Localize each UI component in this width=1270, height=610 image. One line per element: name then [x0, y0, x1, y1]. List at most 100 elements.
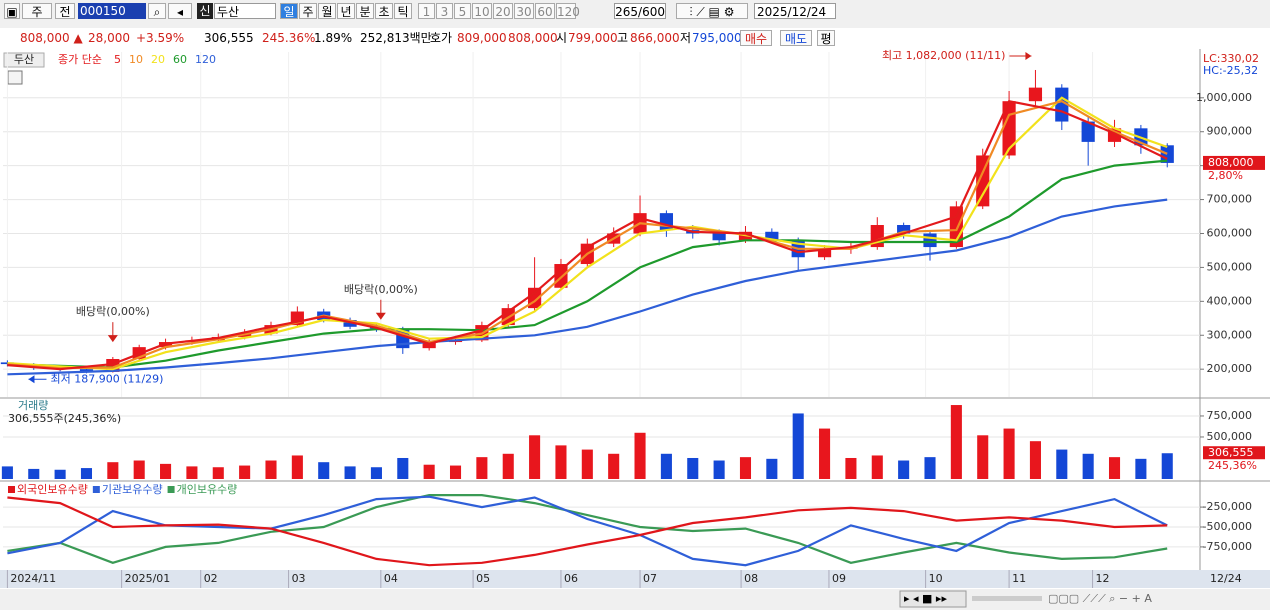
- volume-bar: [502, 453, 514, 479]
- x-tick-label: 05: [476, 572, 490, 585]
- volume-bar: [898, 460, 910, 479]
- interval-button[interactable]: 10: [472, 3, 492, 19]
- legend-item: 기관보유수량: [102, 483, 163, 496]
- volume-bar: [133, 460, 145, 479]
- ma-line: [7, 99, 1168, 371]
- interval-button[interactable]: 60: [535, 3, 555, 19]
- count-box[interactable]: 265/600: [614, 3, 666, 19]
- legend-swatch: [8, 486, 15, 493]
- stock-name[interactable]: 두산: [214, 3, 276, 19]
- last-volume-box: [1203, 446, 1265, 460]
- rate: +3.59%: [136, 31, 185, 45]
- x-tick-label: 11: [1012, 572, 1026, 585]
- volume-bar: [687, 457, 699, 479]
- y-tick-label: -250,000: [1203, 500, 1252, 513]
- volume-bar: [318, 462, 330, 479]
- x-tick-label: 06: [564, 572, 578, 585]
- period-button[interactable]: 주: [299, 3, 317, 19]
- low-label: 저: [680, 31, 692, 45]
- last-price: 808,000: [1208, 156, 1254, 169]
- eval-button[interactable]: 평: [817, 30, 835, 46]
- zoom-slider[interactable]: [972, 596, 1042, 601]
- high-label: 고: [617, 31, 629, 45]
- interval-button[interactable]: 120: [556, 3, 580, 19]
- x-tick-label: 03: [292, 572, 306, 585]
- legend-item: 10: [129, 53, 143, 66]
- last-price-box: [1203, 155, 1265, 170]
- candle-body: [817, 248, 832, 258]
- volume-bar: [660, 453, 672, 479]
- annotation: 최저 187,900 (11/29): [50, 372, 163, 385]
- interval-button[interactable]: 3: [436, 3, 453, 19]
- volume-bar: [160, 463, 172, 479]
- volume-bar: [924, 457, 936, 479]
- type-select[interactable]: 주: [22, 3, 52, 19]
- volume-bar: [1161, 453, 1173, 479]
- candle-body: [1081, 121, 1095, 142]
- period-button[interactable]: 초: [375, 3, 393, 19]
- x-axis-band: [0, 570, 1270, 588]
- x-tick-label: 10: [929, 572, 943, 585]
- volume-rate: 245.36%: [262, 31, 316, 45]
- last-change: 2,80%: [1208, 169, 1243, 182]
- period-button[interactable]: 틱: [394, 3, 412, 19]
- panel-title: 거래량: [18, 399, 48, 412]
- search-button[interactable]: ⌕: [148, 3, 166, 19]
- y-tick-label: 200,000: [1207, 362, 1253, 375]
- sell-button[interactable]: 매도: [780, 30, 812, 46]
- legend-item: 60: [173, 53, 187, 66]
- scroll-buttons[interactable]: [899, 590, 967, 608]
- period-button[interactable]: 분: [356, 3, 374, 19]
- volume-bar: [1, 466, 13, 479]
- scroll-icons: ▸ ◂ ■ ▸▸: [904, 592, 947, 605]
- volume-bar: [739, 457, 752, 479]
- volume-bar: [845, 457, 857, 479]
- arrow-head: [375, 312, 386, 320]
- period-button[interactable]: 년: [337, 3, 355, 19]
- volume-bar: [28, 468, 40, 479]
- y-tick-label: 750,000: [1207, 409, 1253, 422]
- ma-line: [7, 198, 1168, 376]
- volume-bar: [634, 432, 646, 479]
- menu-button[interactable]: ▣: [4, 3, 20, 19]
- y-tick-label: 600,000: [1207, 226, 1253, 239]
- open: 799,000: [568, 31, 618, 45]
- ma-line: [7, 159, 1168, 369]
- x-tick-label: 08: [744, 572, 758, 585]
- volume-bar: [581, 449, 593, 479]
- annotation: 최고 1,082,000 (11/11): [882, 49, 1006, 62]
- legend-label: 종가 단순: [58, 53, 102, 66]
- tool-buttons[interactable]: ⫶ ⟋ ▤ ⚙: [676, 3, 748, 19]
- x-tick-label: 12: [1096, 572, 1110, 585]
- open-label: 시: [556, 31, 568, 45]
- code-input[interactable]: 000150: [78, 3, 146, 19]
- interval-button[interactable]: 5: [454, 3, 471, 19]
- type-button[interactable]: 전: [55, 3, 75, 19]
- candle-body: [712, 233, 726, 241]
- candle-body: [79, 369, 94, 372]
- sound-button[interactable]: ◂: [168, 3, 192, 19]
- annotation: 배당락(0,00%): [76, 305, 150, 318]
- interval-button[interactable]: 30: [514, 3, 534, 19]
- price: 808,000 ▲: [20, 31, 83, 45]
- x-tick-label: 07: [643, 572, 657, 585]
- x-tick-label: 04: [384, 572, 398, 585]
- buy-button[interactable]: 매수: [740, 30, 772, 46]
- count-max: /600: [638, 5, 665, 19]
- legend-item: 120: [195, 53, 216, 66]
- badge: 신: [197, 3, 213, 19]
- calc-icon[interactable]: [7, 70, 23, 85]
- date-input[interactable]: 2025/12/24: [754, 3, 836, 19]
- period-button[interactable]: 월: [318, 3, 336, 19]
- y-tick-label: 1,000,000: [1196, 91, 1252, 104]
- ma-line: [7, 100, 1168, 370]
- amount: 252,813백만: [360, 31, 432, 45]
- legend-swatch: [167, 486, 175, 493]
- volume-bar: [1082, 453, 1094, 479]
- interval-button[interactable]: 1: [418, 3, 435, 19]
- interval-button[interactable]: 20: [493, 3, 513, 19]
- volume-bar: [950, 405, 962, 479]
- period-button[interactable]: 일: [280, 3, 298, 19]
